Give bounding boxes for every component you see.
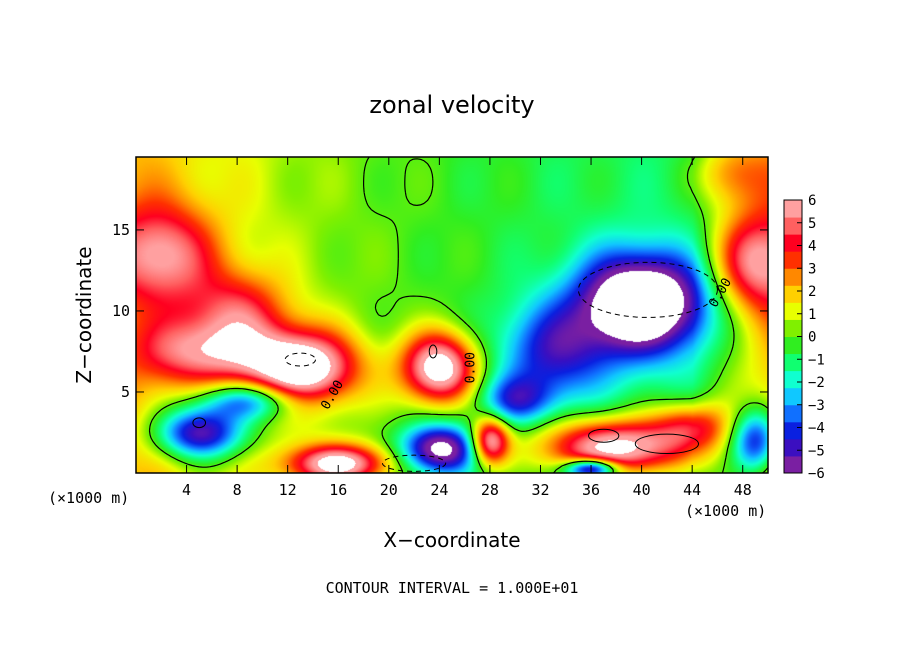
positive-contour [192, 417, 207, 429]
colorbar-swatch [784, 455, 802, 474]
plot-area: 0.000.000.00 [135, 156, 769, 474]
colorbar-tick-label: −5 [808, 443, 825, 459]
positive-contour [428, 344, 438, 359]
x-tick-label: 48 [734, 481, 752, 499]
colorbar-swatch [784, 319, 802, 337]
colorbar-swatch [784, 217, 802, 235]
colorbar-tick-label: 6 [808, 193, 816, 209]
contour-interval-note: CONTOUR INTERVAL = 1.000E+01 [326, 579, 579, 597]
x-tick-label: 12 [279, 481, 297, 499]
x-tick-label: 44 [683, 481, 701, 499]
colorbar-swatch [784, 285, 802, 303]
negative-contour [381, 454, 447, 472]
colorbar-tick-label: −1 [808, 352, 825, 368]
colorbar-swatch [784, 438, 802, 457]
colorbar-tick-label: −2 [808, 375, 825, 391]
colorbar-tick-label: −4 [808, 421, 825, 437]
x-tick-label: 36 [582, 481, 600, 499]
positive-contour [588, 428, 620, 443]
x-axis-ticks: 4 8 12 16 20 24 28 32 36 40 44 48 [182, 157, 752, 499]
colorbar-swatch [784, 421, 802, 440]
x-tick-label: 8 [233, 481, 242, 499]
y-tick-label: 15 [112, 221, 130, 239]
x-tick-label: 24 [430, 481, 448, 499]
plot-frame [135, 156, 769, 474]
x-axis-label: X−coordinate [383, 528, 520, 552]
x-tick-label: 28 [481, 481, 499, 499]
colorbar-tick-label: −3 [808, 398, 825, 414]
colorbar-swatch [784, 234, 802, 252]
colorbar-tick-label: 3 [808, 261, 816, 277]
x-tick-label: 4 [182, 481, 191, 499]
colorbar-swatch [784, 336, 802, 355]
colorbar-tick-label: 4 [808, 239, 816, 255]
colorbar-swatch [784, 387, 802, 406]
y-axis-label: Z−coordinate [72, 246, 96, 383]
colorbar-swatch [784, 251, 802, 269]
colorbar-swatch [784, 268, 802, 286]
x-tick-label: 40 [633, 481, 651, 499]
x-tick-label: 20 [380, 481, 398, 499]
x-tick-label: 16 [329, 481, 347, 499]
x-tick-label: 32 [531, 481, 549, 499]
colorbar-swatch [784, 404, 802, 423]
x-unit-right: (×1000 m) [685, 502, 766, 520]
negative-contour [577, 261, 718, 318]
colorbar-tick-label: 1 [808, 307, 816, 323]
y-tick-label: 5 [121, 383, 130, 401]
y-tick-label: 10 [112, 302, 130, 320]
negative-contour [284, 352, 316, 367]
colorbar-swatch [784, 302, 802, 320]
positive-contour [634, 433, 699, 455]
x-unit-left: (×1000 m) [48, 489, 129, 507]
y-axis-ticks: 5 10 15 [112, 221, 768, 401]
chart-title: zonal velocity [369, 91, 534, 119]
contour-label: 0.00 [464, 352, 479, 383]
colorbar-tick-label: 2 [808, 284, 816, 300]
colorbar-tick-label: 0 [808, 330, 816, 346]
colorbar-swatch [784, 200, 802, 218]
colorbar-swatch [784, 370, 802, 389]
velocity-field [136, 157, 768, 473]
colorbar-tick-label: 5 [808, 216, 816, 232]
colorbar: 6 5 4 3 2 1 0 −1 −2 −3 −4 −5 −6 [783, 193, 825, 482]
colorbar-tick-label: −6 [808, 466, 825, 482]
colorbar-swatch [784, 353, 802, 372]
